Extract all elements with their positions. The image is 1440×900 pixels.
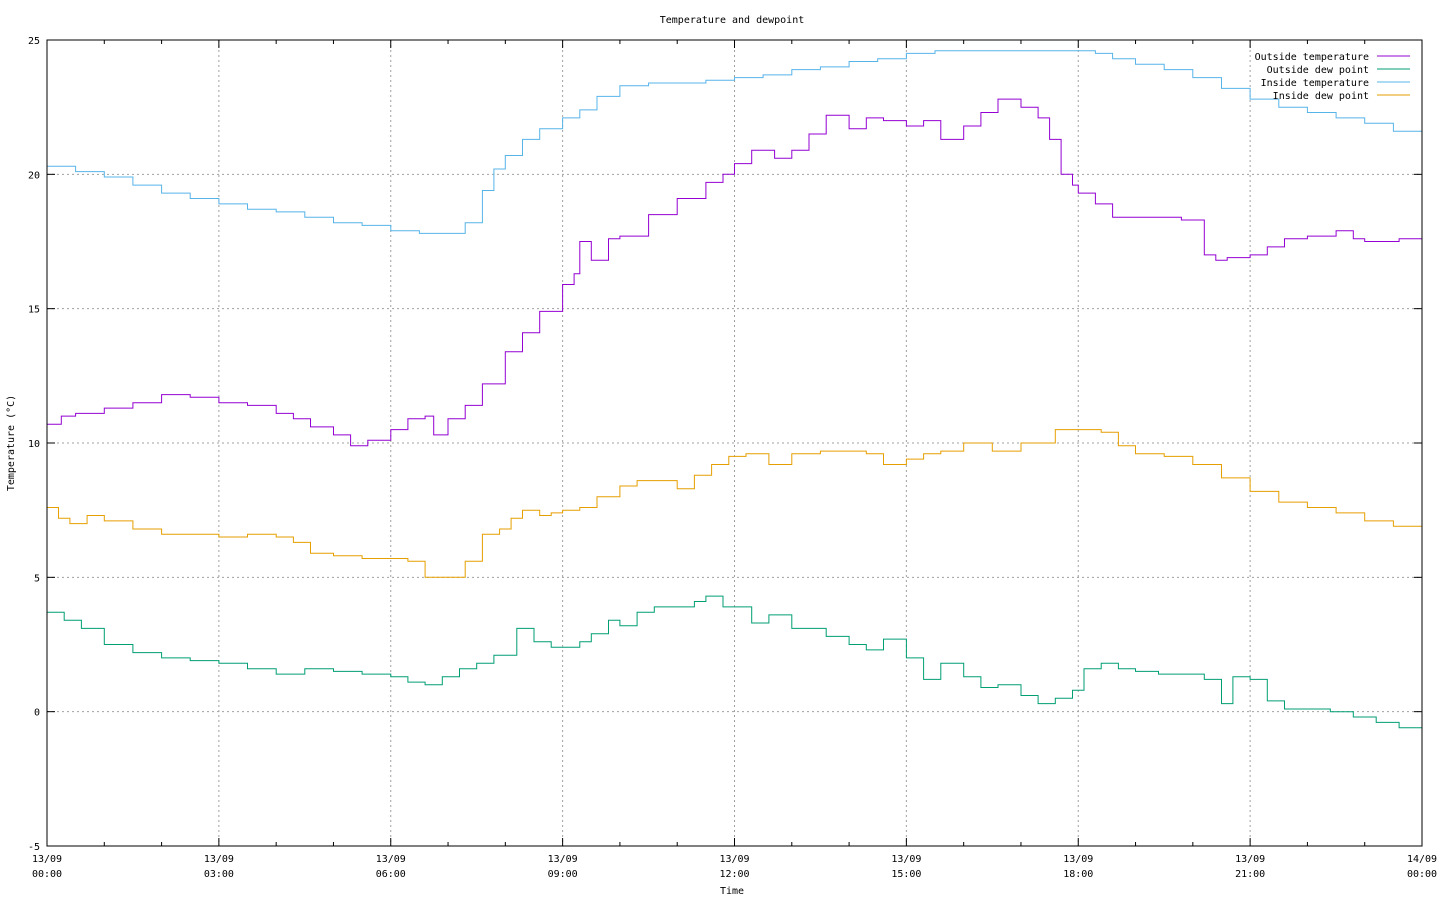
legend: Outside temperature Outside dew point Insi… <box>1255 52 1410 102</box>
x-tick-time-label: 21:00 <box>1235 869 1265 880</box>
x-tick-time-label: 00:00 <box>32 869 62 880</box>
x-axis-label: Time <box>720 886 744 897</box>
x-tick-date-label: 13/09 <box>1063 854 1093 865</box>
legend-label-outside-temperature: Outside temperature <box>1255 52 1369 63</box>
x-tick-time-label: 12:00 <box>719 869 749 880</box>
y-tick-label: 15 <box>28 305 40 316</box>
x-tick-date-label: 13/09 <box>1235 854 1265 865</box>
y-tick-label: 25 <box>28 36 40 47</box>
y-axis-ticks: -5 0 5 10 15 20 25 <box>28 36 1422 853</box>
y-tick-label: 20 <box>28 170 40 181</box>
grid-lines <box>47 40 1422 846</box>
x-tick-date-label: 13/09 <box>719 854 749 865</box>
y-tick-label: 10 <box>28 439 40 450</box>
y-axis-label: Temperature (°C) <box>6 395 17 491</box>
legend-label-outside-dew-point: Outside dew point <box>1267 65 1369 76</box>
x-tick-date-label: 13/09 <box>891 854 921 865</box>
x-tick-time-label: 06:00 <box>376 869 406 880</box>
x-tick-date-label: 13/09 <box>548 854 578 865</box>
legend-label-inside-dew-point: Inside dew point <box>1273 91 1369 102</box>
x-tick-time-label: 00:00 <box>1407 869 1437 880</box>
y-tick-label: 0 <box>34 708 40 719</box>
series-line-outside-dew-point <box>47 595 1422 729</box>
x-tick-date-label: 14/09 <box>1407 854 1437 865</box>
series-line-inside-dew-point <box>47 429 1423 578</box>
x-axis-ticks: 13/09 00:00 13/09 03:00 13/09 06:00 13/09 09:00… <box>32 40 1437 880</box>
x-tick-date-label: 13/09 <box>204 854 234 865</box>
y-tick-label: 5 <box>34 573 40 584</box>
y-tick-label: -5 <box>28 842 40 853</box>
x-tick-time-label: 18:00 <box>1063 869 1093 880</box>
chart-title: Temperature and dewpoint <box>660 15 805 26</box>
legend-label-inside-temperature: Inside temperature <box>1261 78 1369 89</box>
x-tick-time-label: 03:00 <box>204 869 234 880</box>
series-line-inside-temperature <box>47 50 1423 234</box>
x-tick-date-label: 13/09 <box>32 854 62 865</box>
x-tick-date-label: 13/09 <box>376 854 406 865</box>
x-tick-time-label: 15:00 <box>891 869 921 880</box>
series-line-outside-temperature <box>47 98 1422 447</box>
x-tick-time-label: 09:00 <box>548 869 578 880</box>
series-lines <box>47 50 1423 729</box>
